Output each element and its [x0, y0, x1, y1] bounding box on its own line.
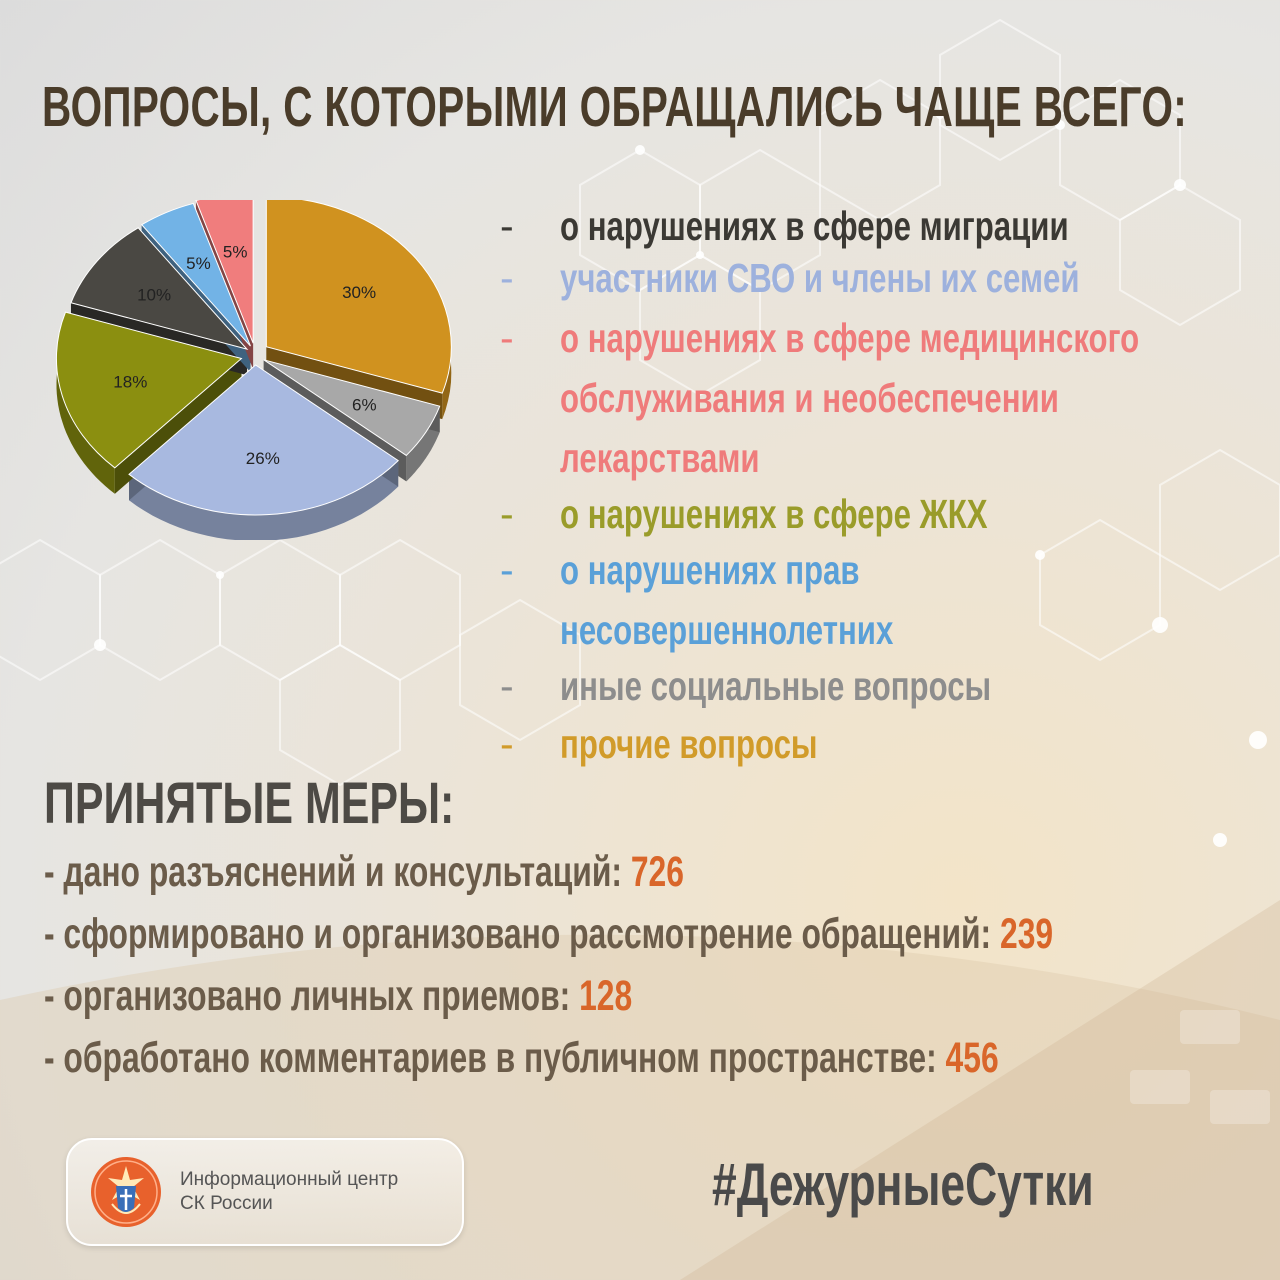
legend-label: иные социальные вопросы	[560, 663, 992, 709]
legend-dash: -	[500, 203, 514, 249]
pie-chart: 30% 6% 26% 18% 10% 5% 5%	[55, 200, 452, 540]
logo-text: Информационный центр СК России	[180, 1168, 398, 1216]
sk-emblem-icon	[91, 1157, 161, 1227]
measure-value: 456	[945, 1034, 999, 1082]
pie-slice	[263, 359, 441, 457]
page-title: ВОПРОСЫ, С КОТОРЫМИ ОБРАЩАЛИСЬ ЧАЩЕ ВСЕГ…	[42, 75, 1188, 139]
legend-label: о нарушениях в сфере медицинского обслужи…	[560, 315, 1140, 481]
measure-label: - организовано личных приемов:	[44, 972, 580, 1020]
measure-value: 726	[630, 848, 684, 896]
measure-value: 239	[999, 910, 1054, 958]
pie-slice	[128, 364, 399, 516]
measure-value: 128	[579, 972, 633, 1020]
legend-label: участники СВО и члены их семей	[560, 255, 1080, 301]
pie-data-label: 18%	[113, 373, 147, 392]
pie-slice	[55, 311, 243, 469]
pie-data-label: 5%	[186, 254, 211, 273]
pie-data-label: 30%	[342, 283, 376, 302]
measure-item: - сформировано и организовано рассмотрен…	[44, 910, 1280, 959]
legend-dash: -	[500, 491, 514, 537]
measure-item: - дано разъяснений и консультаций: 726	[44, 848, 909, 897]
logo-line-1: Информационный центр	[180, 1169, 399, 1190]
measure-item: - организовано личных приемов: 128	[44, 972, 839, 1021]
pie-data-label: 5%	[223, 242, 248, 261]
legend-label: прочие вопросы	[560, 721, 818, 767]
pie-slice	[70, 227, 249, 351]
pie-slice-side	[129, 460, 399, 540]
pie-data-label: 10%	[137, 286, 171, 305]
pie-slice	[140, 202, 251, 347]
hashtag[interactable]: #ДежурныеСутки	[712, 1151, 1094, 1218]
legend-dash: -	[500, 315, 514, 361]
legend-dash: -	[500, 255, 514, 301]
measure-label: - обработано комментариев в публичном пр…	[44, 1034, 946, 1082]
measure-label: - сформировано и организовано рассмотрен…	[44, 910, 1000, 958]
pie-slice	[265, 200, 452, 394]
legend-dash: -	[500, 663, 514, 709]
logo-badge[interactable]: Информационный центр СК России	[66, 1138, 464, 1246]
measure-item: - обработано комментариев в публичном пр…	[44, 1034, 1280, 1083]
legend-label: о нарушениях в сфере ЖКХ	[560, 491, 988, 537]
legend-label: о нарушениях в сфере миграции	[560, 203, 1069, 249]
logo-line-2: СК России	[180, 1193, 273, 1214]
pie-data-label: 6%	[352, 396, 377, 415]
legend-dash: -	[500, 547, 514, 593]
measure-label: - дано разъяснений и консультаций:	[44, 848, 631, 896]
measures-title: ПРИНЯТЫЕ МЕРЫ:	[44, 771, 455, 836]
pie-slice	[195, 200, 254, 344]
legend-dash: -	[500, 721, 514, 767]
legend-label: о нарушениях прав несовершеннолетних	[560, 547, 894, 653]
pie-data-label: 26%	[246, 449, 280, 468]
